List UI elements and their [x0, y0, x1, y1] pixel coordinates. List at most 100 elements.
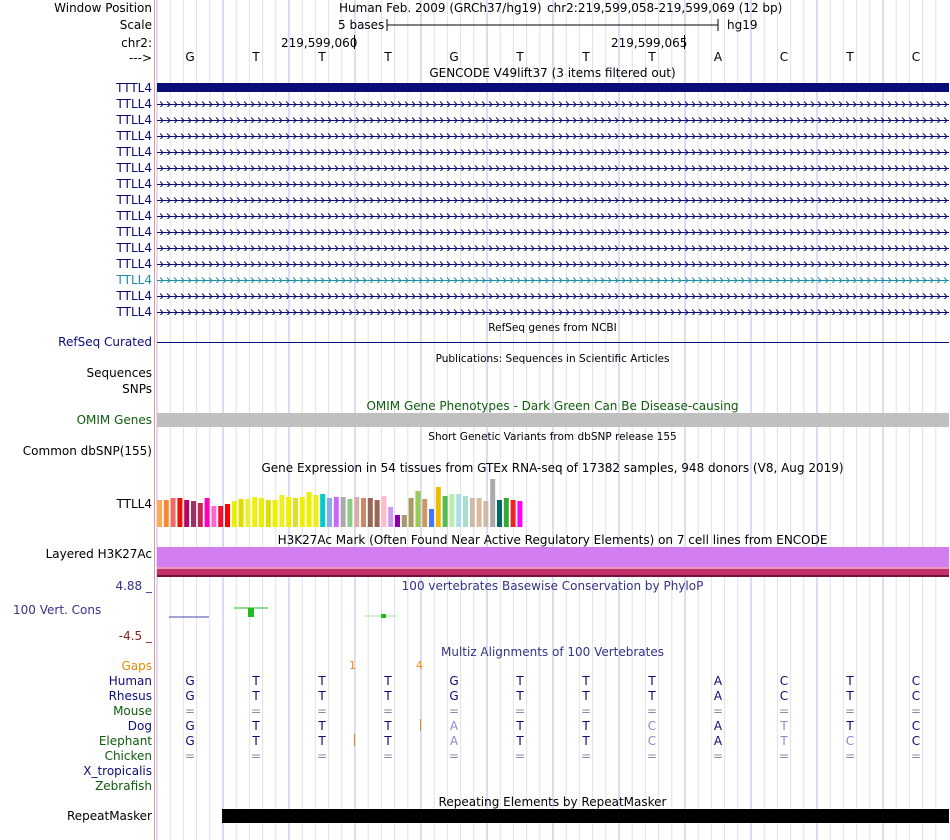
gtex-tissue-bar[interactable]	[157, 500, 162, 527]
gencode-transcript-label[interactable]: TTLL4	[116, 225, 152, 239]
gtex-tissue-bar[interactable]	[320, 494, 326, 527]
gtex-tissue-bar[interactable]	[184, 500, 190, 527]
gtex-tissue-bar[interactable]	[435, 487, 441, 527]
gtex-tissue-bar[interactable]	[293, 498, 298, 527]
gtex-tissue-bar[interactable]	[367, 498, 373, 527]
gencode-transcript-track[interactable]	[157, 165, 949, 171]
gtex-tissue-bar[interactable]	[456, 494, 462, 527]
gtex-tissue-bar[interactable]	[333, 497, 339, 527]
gtex-bar-chart[interactable]	[157, 476, 537, 528]
gtex-tissue-bar[interactable]	[483, 501, 489, 527]
gencode-transcript-label[interactable]: TTLL4	[116, 145, 152, 159]
gencode-transcript-label[interactable]: TTLL4	[116, 241, 152, 255]
gtex-tissue-bar[interactable]	[429, 509, 434, 527]
gtex-tissue-bar[interactable]	[449, 494, 455, 527]
gtex-tissue-bar[interactable]	[191, 501, 196, 527]
gtex-tissue-bar[interactable]	[476, 498, 482, 527]
gencode-transcript-label[interactable]: TTLL4	[116, 129, 152, 143]
gtex-tissue-bar[interactable]	[163, 500, 169, 527]
gencode-transcript-label[interactable]: TTLL4	[116, 161, 152, 175]
gtex-tissue-bar[interactable]	[252, 497, 258, 527]
gencode-transcript-label[interactable]: TTLL4	[116, 257, 152, 271]
gtex-tissue-bar[interactable]	[381, 496, 387, 527]
gtex-label[interactable]: TTLL4	[116, 497, 152, 511]
gtex-tissue-bar[interactable]	[197, 503, 203, 527]
gtex-tissue-bar[interactable]	[204, 498, 210, 527]
refseq-label[interactable]: RefSeq Curated	[58, 335, 152, 349]
gtex-tissue-bar[interactable]	[327, 498, 332, 527]
gencode-transcript-track[interactable]	[157, 197, 949, 203]
gtex-tissue-bar[interactable]	[510, 500, 516, 527]
position-text[interactable]: chr2:219,599,058-219,599,069 (12 bp)	[547, 1, 783, 15]
species-label[interactable]: Mouse	[113, 704, 152, 718]
gtex-tissue-bar[interactable]	[306, 492, 312, 527]
species-label[interactable]: Zebrafish	[95, 779, 152, 793]
gtex-tissue-bar[interactable]	[313, 495, 319, 527]
gtex-tissue-bar[interactable]	[517, 501, 523, 527]
gtex-tissue-bar[interactable]	[265, 500, 271, 527]
gtex-tissue-bar[interactable]	[238, 499, 244, 527]
gencode-transcript-track[interactable]	[157, 101, 949, 107]
gencode-transcript-track[interactable]	[157, 149, 949, 155]
species-label[interactable]: Chicken	[104, 749, 152, 763]
gtex-tissue-bar[interactable]	[395, 515, 400, 527]
gencode-transcript-track[interactable]	[157, 261, 949, 267]
gtex-tissue-bar[interactable]	[177, 498, 183, 527]
h3k27ac-label[interactable]: Layered H3K27Ac	[45, 547, 152, 561]
repeatmasker-label[interactable]: RepeatMasker	[66, 809, 152, 823]
gencode-transcript-track[interactable]	[157, 309, 949, 315]
gencode-transcript-track[interactable]	[157, 277, 949, 283]
gtex-tissue-bar[interactable]	[170, 498, 176, 527]
species-label[interactable]: Elephant	[98, 734, 152, 748]
gencode-transcript-label[interactable]: TTLL4	[116, 113, 152, 127]
gencode-transcript-label[interactable]: TTLL4	[116, 289, 152, 303]
gtex-tissue-bar[interactable]	[388, 507, 394, 527]
gtex-tissue-bar[interactable]	[279, 495, 285, 527]
gtex-tissue-bar[interactable]	[422, 499, 428, 527]
phylop-label[interactable]: 100 Vert. Cons	[13, 603, 102, 617]
gtex-tissue-bar[interactable]	[211, 506, 217, 527]
refseq-line[interactable]	[157, 342, 949, 343]
gtex-tissue-bar[interactable]	[469, 498, 475, 527]
gtex-tissue-bar[interactable]	[231, 501, 237, 527]
gencode-transcript-label[interactable]: TTLL4	[116, 97, 152, 111]
gencode-transcript-label[interactable]: TTLL4	[116, 177, 152, 191]
gtex-tissue-bar[interactable]	[347, 499, 353, 527]
gencode-transcript-label[interactable]: TTLL4	[116, 193, 152, 207]
gtex-tissue-bar[interactable]	[225, 504, 230, 527]
gtex-tissue-bar[interactable]	[415, 491, 421, 527]
gtex-tissue-bar[interactable]	[401, 515, 407, 527]
gencode-transcript-label[interactable]: TTLL4	[116, 209, 152, 223]
gtex-tissue-bar[interactable]	[463, 496, 468, 527]
species-label[interactable]: Human	[108, 674, 152, 688]
gencode-transcript-track[interactable]	[157, 133, 949, 139]
species-label[interactable]: X_tropicalis	[83, 764, 152, 778]
gtex-tissue-bar[interactable]	[497, 500, 502, 527]
sequences-label[interactable]: Sequences	[86, 366, 152, 380]
gtex-tissue-bar[interactable]	[259, 498, 264, 527]
gtex-tissue-bar[interactable]	[503, 498, 509, 527]
omim-label[interactable]: OMIM Genes	[76, 413, 152, 427]
gtex-tissue-bar[interactable]	[374, 500, 380, 527]
gtex-tissue-bar[interactable]	[340, 497, 346, 527]
gencode-transcript-track[interactable]	[157, 117, 949, 123]
gtex-tissue-bar[interactable]	[299, 497, 305, 527]
gtex-tissue-bar[interactable]	[442, 496, 448, 527]
gencode-transcript-track[interactable]	[157, 293, 949, 299]
gtex-tissue-bar[interactable]	[272, 500, 278, 527]
gtex-tissue-bar[interactable]	[354, 497, 360, 527]
gtex-tissue-bar[interactable]	[490, 479, 496, 527]
species-label[interactable]: Rhesus	[108, 689, 152, 703]
gtex-tissue-bar[interactable]	[245, 499, 251, 527]
gencode-transcript-track[interactable]	[157, 181, 949, 187]
gtex-tissue-bar[interactable]	[361, 498, 366, 527]
omim-bar[interactable]	[157, 413, 949, 427]
gtex-tissue-bar[interactable]	[408, 498, 414, 527]
phylop-plot[interactable]	[157, 600, 949, 630]
dbsnp-label[interactable]: Common dbSNP(155)	[22, 444, 152, 458]
gtex-tissue-bar[interactable]	[218, 506, 224, 527]
h3k27ac-signal[interactable]	[157, 547, 949, 567]
species-label[interactable]: Dog	[127, 719, 152, 733]
gencode-transcript-track[interactable]	[157, 229, 949, 235]
gencode-transcript-label[interactable]: TTLL4	[116, 305, 152, 319]
